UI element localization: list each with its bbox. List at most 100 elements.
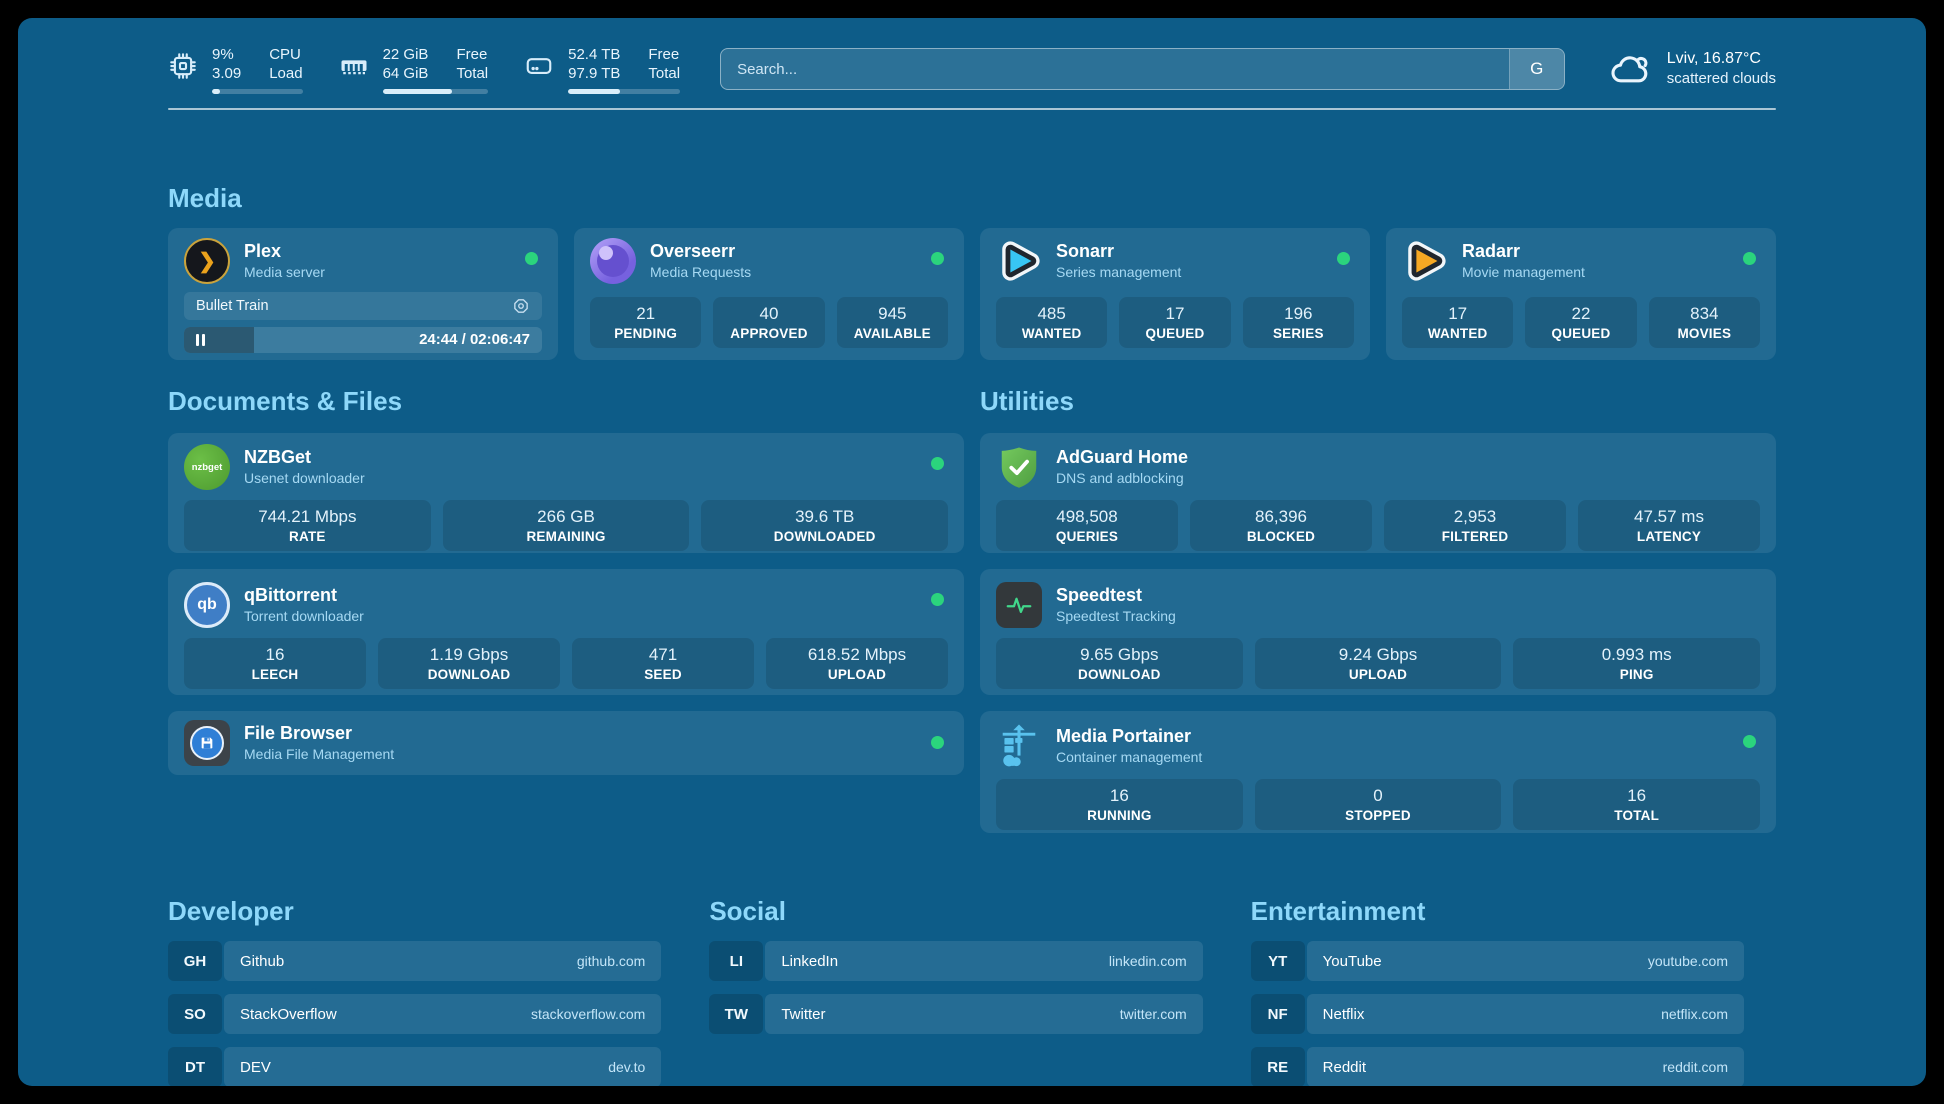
google-search-button[interactable]: G	[1508, 49, 1564, 89]
stat-box: 39.6 TB DOWNLOADED	[701, 500, 949, 551]
stat-label: LEECH	[251, 667, 299, 682]
ram-free-value: 22 GiB	[382, 45, 429, 63]
ram-total-value: 64 GiB	[382, 64, 429, 82]
stat-box: 16 RUNNING	[996, 779, 1243, 830]
pause-icon[interactable]	[196, 334, 205, 346]
link-row-github[interactable]: GH Github github.com	[168, 941, 662, 981]
stat-box: 17 QUEUED	[1119, 297, 1231, 348]
app-card-plex[interactable]: ❯ Plex Media server Bullet Train 24:44 /…	[168, 228, 558, 360]
app-subtitle: DNS and adblocking	[1056, 470, 1184, 486]
stat-value: 744.21 Mbps	[258, 507, 357, 526]
stat-box: 618.52 Mbps UPLOAD	[766, 638, 948, 689]
stat-value: 9.65 Gbps	[1080, 645, 1159, 664]
app-subtitle: Usenet downloader	[244, 470, 365, 486]
stat-label: REMAINING	[526, 529, 606, 544]
radarr-icon[interactable]	[1402, 238, 1448, 284]
ram-icon	[341, 59, 367, 74]
stat-label: STOPPED	[1345, 808, 1411, 823]
stat-label: AVAILABLE	[853, 326, 931, 341]
stat-value: 618.52 Mbps	[807, 645, 907, 664]
stat-box: 47.57 ms LATENCY	[1578, 500, 1760, 551]
link-row-reddit[interactable]: RE Reddit reddit.com	[1250, 1047, 1744, 1086]
plex-chevron-glyph: ❯	[198, 249, 216, 273]
app-name: qBittorrent	[244, 585, 337, 605]
link-row-youtube[interactable]: YT YouTube youtube.com	[1250, 941, 1744, 981]
app-card-speedtest[interactable]: Speedtest Speedtest Tracking 9.65 Gbps D…	[980, 569, 1776, 695]
link-domain: github.com	[576, 953, 646, 969]
app-subtitle: Series management	[1056, 264, 1182, 280]
nzbget-icon[interactable]: nzbget	[184, 444, 230, 490]
stat-value: 22	[1571, 304, 1591, 323]
stat-label: LATENCY	[1636, 529, 1702, 544]
stat-label: QUEUED	[1551, 326, 1611, 341]
overseerr-icon[interactable]	[590, 238, 636, 284]
link-row-netflix[interactable]: NF Netflix netflix.com	[1250, 994, 1744, 1034]
stat-label: QUERIES	[1055, 529, 1119, 544]
app-card-qbittorrent[interactable]: qb qBittorrent Torrent downloader 16 LEE…	[168, 569, 964, 695]
speedtest-icon[interactable]	[996, 582, 1042, 628]
app-card-portainer[interactable]: Media Portainer Container management 16 …	[980, 711, 1776, 833]
link-name: StackOverflow	[240, 1005, 337, 1023]
stat-value: 17	[1448, 304, 1468, 323]
stat-value: 17	[1165, 304, 1185, 323]
link-name: Github	[240, 952, 285, 970]
sonarr-icon[interactable]	[996, 238, 1042, 284]
app-name: Overseerr	[650, 241, 736, 261]
cpu-progress-fill	[212, 88, 221, 94]
stat-value: 86,396	[1255, 507, 1307, 526]
link-abbr: SO	[168, 994, 222, 1034]
system-stats: 9% 3.09 CPU Load	[168, 45, 681, 94]
link-row-twitter[interactable]: TW Twitter twitter.com	[709, 994, 1203, 1034]
search-bar: G	[720, 48, 1565, 90]
adguard-icon[interactable]	[996, 444, 1042, 490]
now-playing-row: Bullet Train	[184, 292, 542, 320]
portainer-icon[interactable]	[996, 723, 1042, 769]
weather-condition: scattered clouds	[1666, 70, 1776, 87]
plex-icon[interactable]: ❯	[184, 238, 230, 284]
stat-value: 834	[1690, 304, 1719, 323]
app-card-nzbget[interactable]: nzbget NZBGet Usenet downloader 744.21 M…	[168, 433, 964, 553]
stat-label: SERIES	[1272, 326, 1324, 341]
stat-label: MOVIES	[1677, 326, 1732, 341]
stat-value: 945	[878, 304, 907, 323]
app-card-radarr[interactable]: Radarr Movie management 17 WANTED 22 QUE…	[1386, 228, 1776, 360]
weather-widget: Lviv, 16.87°C scattered clouds	[1609, 49, 1776, 89]
app-card-overseerr[interactable]: Overseerr Media Requests 21 PENDING 40 A…	[574, 228, 964, 360]
cpu-progress-track	[212, 88, 303, 94]
filebrowser-icon[interactable]	[184, 720, 230, 766]
app-card-sonarr[interactable]: Sonarr Series management 485 WANTED 17 Q…	[980, 228, 1370, 360]
link-row-dev[interactable]: DT DEV dev.to	[168, 1047, 662, 1086]
qbittorrent-icon[interactable]: qb	[184, 582, 230, 628]
stat-box: 40 APPROVED	[713, 297, 825, 348]
disk-total-value: 97.9 TB	[568, 64, 621, 82]
stat-box: 2,953 FILTERED	[1384, 500, 1566, 551]
disk-progress-fill	[568, 88, 620, 94]
entertainment-column: Entertainment YT YouTube youtube.com NF …	[1250, 833, 1744, 1086]
header: 9% 3.09 CPU Load	[168, 40, 1776, 98]
stat-label: SEED	[644, 667, 682, 682]
link-abbr: DT	[168, 1047, 222, 1086]
app-card-adguard[interactable]: AdGuard Home DNS and adblocking 498,508 …	[980, 433, 1776, 553]
link-row-stackoverflow[interactable]: SO StackOverflow stackoverflow.com	[168, 994, 662, 1034]
header-divider	[168, 108, 1776, 110]
media-grid: ❯ Plex Media server Bullet Train 24:44 /…	[168, 228, 1776, 360]
link-domain: twitter.com	[1119, 1006, 1187, 1022]
app-name: Sonarr	[1056, 241, 1115, 261]
documents-column: Documents & Files nzbget NZBGet Usenet d…	[168, 360, 964, 833]
stat-value: 2,953	[1453, 507, 1497, 526]
app-card-filebrowser[interactable]: File Browser Media File Management	[168, 711, 964, 775]
playback-progress-fill	[184, 327, 254, 353]
stat-label: DOWNLOAD	[427, 667, 511, 682]
now-playing-title: Bullet Train	[196, 298, 269, 314]
link-domain: netflix.com	[1661, 1006, 1728, 1022]
stat-value: 0.993 ms	[1601, 645, 1672, 664]
settings-icon[interactable]	[512, 297, 530, 315]
search-input[interactable]	[721, 49, 1509, 89]
link-domain: stackoverflow.com	[530, 1006, 646, 1022]
link-name: Netflix	[1322, 1005, 1365, 1023]
section-title-developer: Developer	[168, 896, 294, 926]
status-dot	[1337, 252, 1350, 265]
cpu-values: 9% 3.09	[212, 45, 241, 83]
qbittorrent-icon-label: qb	[197, 596, 217, 613]
link-row-linkedin[interactable]: LI LinkedIn linkedin.com	[709, 941, 1203, 981]
